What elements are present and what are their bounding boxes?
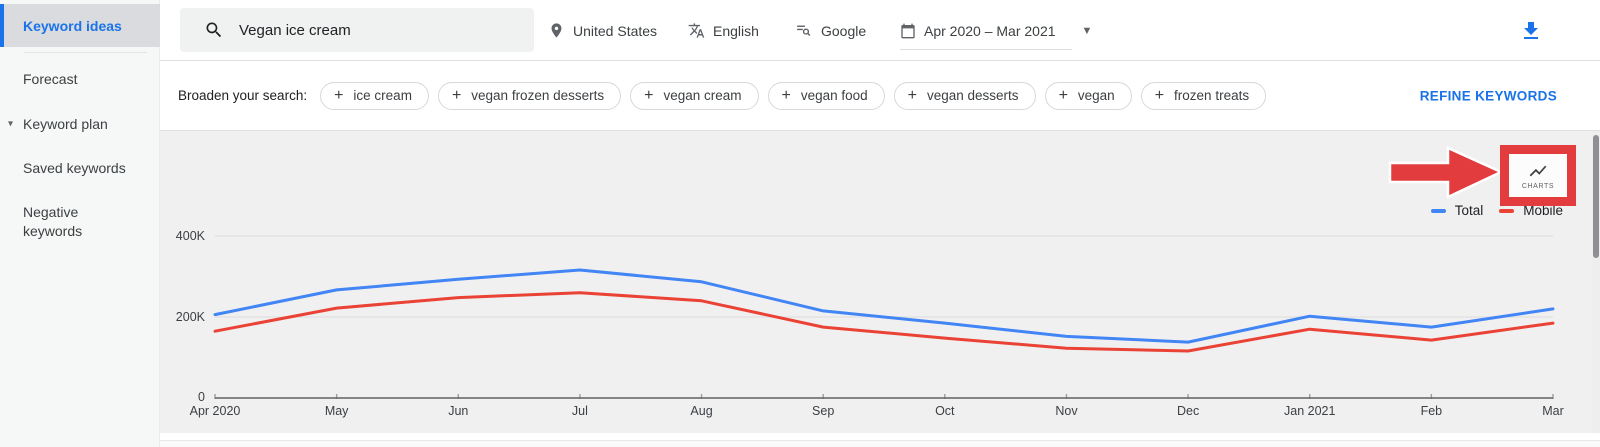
sidebar-item-label: Negative keywords — [23, 204, 83, 239]
broaden-search-row: Broaden your search: + ice cream + vegan… — [160, 61, 1600, 131]
translate-icon — [688, 23, 705, 38]
chip-label: vegan food — [800, 88, 868, 103]
refine-keywords-link[interactable]: REFINE KEYWORDS — [1419, 88, 1557, 103]
network-selector[interactable]: Google — [794, 0, 866, 61]
chip-vegan-cream[interactable]: + vegan cream — [630, 81, 759, 110]
annotation-arrow — [1388, 146, 1504, 199]
chevron-expanded-icon: ▾ — [8, 118, 14, 130]
x-axis-label: Jan 2021 — [1284, 404, 1336, 418]
x-axis-label: Nov — [1055, 404, 1078, 418]
calendar-icon — [901, 23, 915, 38]
chart-legend: Total Mobile — [1430, 203, 1563, 218]
sidebar-item-label: Keyword plan — [23, 116, 108, 132]
y-axis-label-200k: 200K — [175, 310, 205, 324]
search-icon — [206, 22, 222, 38]
line-chart-icon — [1529, 165, 1547, 177]
x-axis-label: Oct — [935, 404, 955, 418]
broaden-label: Broaden your search: — [178, 88, 308, 103]
sidebar-item-label: Saved keywords — [23, 160, 126, 176]
plus-icon: + — [644, 86, 654, 104]
language-value: English — [713, 22, 759, 39]
x-axis-label: Jun — [448, 404, 469, 418]
plus-icon: + — [781, 86, 791, 104]
chip-vegan-frozen-desserts[interactable]: + vegan frozen desserts — [437, 81, 622, 110]
keyword-search-input[interactable]: Vegan ice cream — [180, 8, 534, 52]
mobile-series-swatch — [1499, 208, 1515, 213]
chip-label: frozen treats — [1174, 88, 1250, 103]
date-range-value: Apr 2020 – Mar 2021 — [924, 22, 1056, 39]
y-axis-label-400k: 400K — [175, 229, 205, 243]
date-range-selector[interactable]: Apr 2020 – Mar 2021 ▼ — [900, 0, 1092, 61]
sidebar-item-keyword-ideas[interactable]: Keyword ideas — [0, 4, 160, 47]
chip-vegan[interactable]: + vegan — [1044, 81, 1132, 110]
sidebar-item-label: Keyword ideas — [23, 17, 122, 34]
location-value: United States — [573, 22, 658, 39]
date-range-underline — [900, 49, 1072, 50]
plus-icon: + — [1058, 86, 1068, 104]
network-value: Google — [821, 22, 867, 39]
chip-vegan-food[interactable]: + vegan food — [767, 81, 885, 110]
chart-canvas — [213, 146, 1555, 399]
charts-toggle-button[interactable]: CHARTS — [1509, 154, 1567, 197]
vertical-scrollbar[interactable] — [1592, 131, 1600, 433]
chip-label: vegan desserts — [927, 88, 1019, 103]
charts-button-label: CHARTS — [1521, 183, 1555, 190]
download-icon — [1524, 22, 1538, 39]
search-network-icon — [797, 25, 811, 36]
chip-label: ice cream — [353, 88, 412, 103]
y-axis-label-0: 0 — [198, 390, 205, 404]
x-axis-label: Aug — [690, 404, 713, 418]
chip-label: vegan — [1077, 88, 1115, 103]
chip-ice-cream[interactable]: + ice cream — [320, 81, 429, 110]
plus-icon: + — [334, 86, 344, 104]
x-axis-label: Mar — [1542, 404, 1564, 418]
x-axis-label: Apr 2020 — [189, 404, 241, 418]
chip-label: vegan cream — [663, 88, 742, 103]
legend-item-mobile[interactable]: Mobile — [1499, 203, 1563, 218]
chip-frozen-treats[interactable]: + frozen treats — [1140, 81, 1267, 110]
legend-label: Mobile — [1523, 203, 1563, 218]
chip-vegan-desserts[interactable]: + vegan desserts — [893, 81, 1036, 110]
sidebar: Keyword ideas Forecast ▾ Keyword plan Sa… — [0, 0, 160, 447]
chip-label: vegan frozen desserts — [471, 88, 605, 103]
next-section-edge — [160, 441, 1600, 447]
search-input-value: Vegan ice cream — [239, 21, 351, 39]
chevron-down-icon: ▼ — [1081, 24, 1093, 37]
mobile-line — [213, 291, 1555, 353]
plus-icon: + — [907, 86, 917, 104]
x-axis-label: Feb — [1420, 404, 1443, 418]
total-series-swatch — [1430, 208, 1446, 213]
language-selector[interactable]: English — [688, 0, 759, 61]
keyword-chips: + ice cream + vegan frozen desserts + ve… — [320, 81, 1267, 110]
x-axis-label: Dec — [1176, 404, 1200, 418]
divider — [160, 440, 1600, 441]
sidebar-item-keyword-plan[interactable]: ▾ Keyword plan — [0, 113, 160, 135]
header-toolbar: Vegan ice cream United States English — [160, 0, 1600, 61]
sidebar-item-forecast[interactable]: Forecast — [0, 68, 160, 90]
bottom-divider-strip — [160, 433, 1600, 447]
total-line — [213, 268, 1555, 344]
scrollbar-thumb[interactable] — [1593, 135, 1599, 258]
sidebar-item-label: Forecast — [23, 71, 78, 87]
x-axis-label: Jul — [571, 404, 588, 418]
sidebar-item-negative-keywords[interactable]: Negative keywords — [0, 202, 160, 242]
x-axis-label: Sep — [812, 404, 835, 418]
location-selector[interactable]: United States — [548, 0, 657, 61]
legend-label: Total — [1454, 203, 1484, 218]
search-volume-chart: 400K 200K 0 Apr 2020 May Jun Jul Aug Sep Oct No… — [160, 131, 1600, 433]
sidebar-item-saved-keywords[interactable]: Saved keywords — [0, 157, 160, 179]
sidebar-divider — [24, 52, 147, 53]
plus-icon: + — [1154, 86, 1165, 104]
selected-indicator-bar — [0, 4, 4, 47]
download-button[interactable] — [1516, 16, 1546, 46]
annotation-highlight-box: CHARTS — [1500, 145, 1576, 206]
legend-item-total[interactable]: Total — [1430, 203, 1484, 218]
x-axis-label: May — [324, 404, 349, 418]
plus-icon: + — [451, 86, 462, 104]
location-pin-icon — [551, 23, 562, 38]
